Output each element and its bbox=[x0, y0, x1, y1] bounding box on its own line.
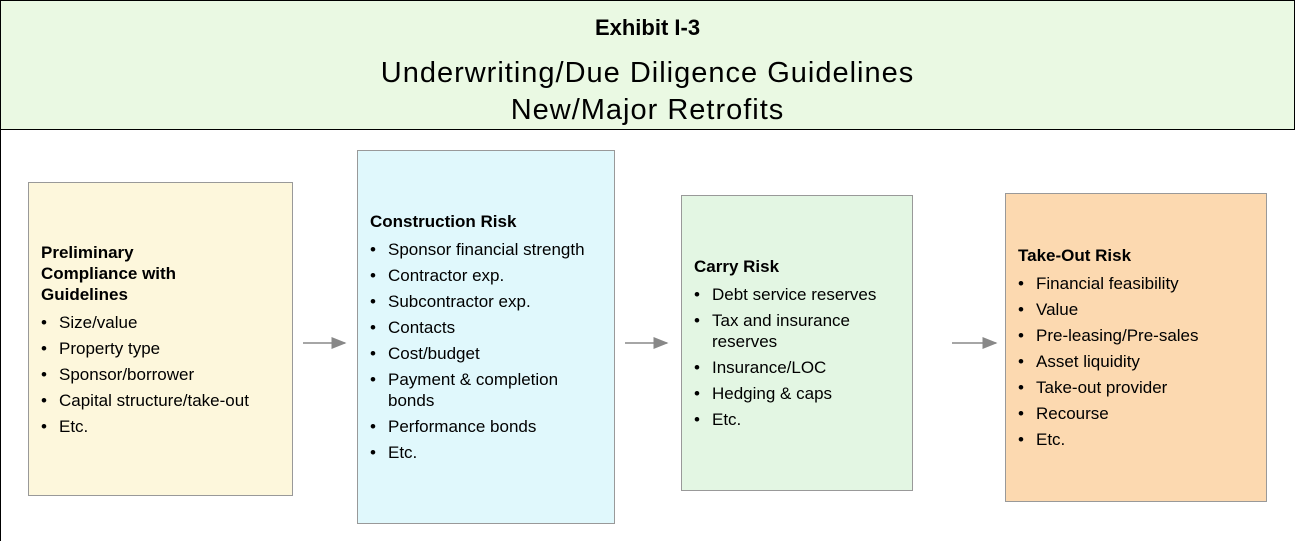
bullet-item: Asset liquidity bbox=[1018, 351, 1258, 372]
bullet-item: Debt service reserves bbox=[694, 284, 904, 305]
header: Exhibit I-3 Underwriting/Due Diligence G… bbox=[0, 0, 1295, 130]
bullet-item: Etc. bbox=[370, 442, 606, 463]
bullet-list: Size/value Property type Sponsor/borrower C… bbox=[41, 307, 284, 437]
stage-box: Construction Risk Sponsor financial stren… bbox=[357, 150, 615, 524]
bullet-item: Insurance/LOC bbox=[694, 357, 904, 378]
box-title: Take-Out Risk bbox=[1018, 246, 1132, 265]
box-title: Preliminary Compliance with Guidelines bbox=[41, 242, 177, 304]
bullet-item: Pre-leasing/Pre-sales bbox=[1018, 325, 1258, 346]
stage-box: Take-Out Risk Financial feasibility Value P… bbox=[1005, 193, 1267, 502]
stage-box: Carry Risk Debt service reserves Tax and i… bbox=[681, 195, 913, 491]
header-subtitle: Underwriting/Due Diligence Guidelines bbox=[380, 57, 915, 89]
bullet-item: Payment & completion bonds bbox=[370, 369, 606, 411]
bullet-item: Performance bonds bbox=[370, 416, 606, 437]
header-subtitle: New/Major Retrofits bbox=[510, 94, 785, 126]
bullet-item: Value bbox=[1018, 299, 1258, 320]
bullet-item: Take-out provider bbox=[1018, 377, 1258, 398]
bullet-list: Debt service reserves Tax and insurance r… bbox=[694, 279, 904, 430]
bullet-item: Size/value bbox=[41, 312, 284, 333]
bullet-item: Etc. bbox=[694, 409, 904, 430]
bullet-item: Recourse bbox=[1018, 403, 1258, 424]
box-title: Carry Risk bbox=[694, 257, 780, 276]
bullet-list: Financial feasibility Value Pre-leasing/Pr… bbox=[1018, 268, 1258, 450]
bullet-item: Property type bbox=[41, 338, 284, 359]
header-title: Exhibit I-3 bbox=[594, 15, 701, 40]
bullet-list: Sponsor financial strength Contractor exp… bbox=[370, 234, 606, 463]
bullet-item: Etc. bbox=[1018, 429, 1258, 450]
bullet-item: Financial feasibility bbox=[1018, 273, 1258, 294]
bullet-item: Cost/budget bbox=[370, 343, 606, 364]
bullet-item: Hedging & caps bbox=[694, 383, 904, 404]
bullet-item: Subcontractor exp. bbox=[370, 291, 606, 312]
bullet-item: Etc. bbox=[41, 416, 284, 437]
bullet-item: Tax and insurance reserves bbox=[694, 310, 904, 352]
bullet-item: Capital structure/take-out bbox=[41, 390, 284, 411]
bullet-item: Contacts bbox=[370, 317, 606, 338]
bullet-item: Sponsor financial strength bbox=[370, 239, 606, 260]
box-title: Construction Risk bbox=[370, 212, 517, 231]
bullet-item: Contractor exp. bbox=[370, 265, 606, 286]
stage-box: Preliminary Compliance with GuidelinesSi… bbox=[28, 182, 293, 496]
border-line bbox=[0, 129, 1, 541]
bullet-item: Sponsor/borrower bbox=[41, 364, 284, 385]
